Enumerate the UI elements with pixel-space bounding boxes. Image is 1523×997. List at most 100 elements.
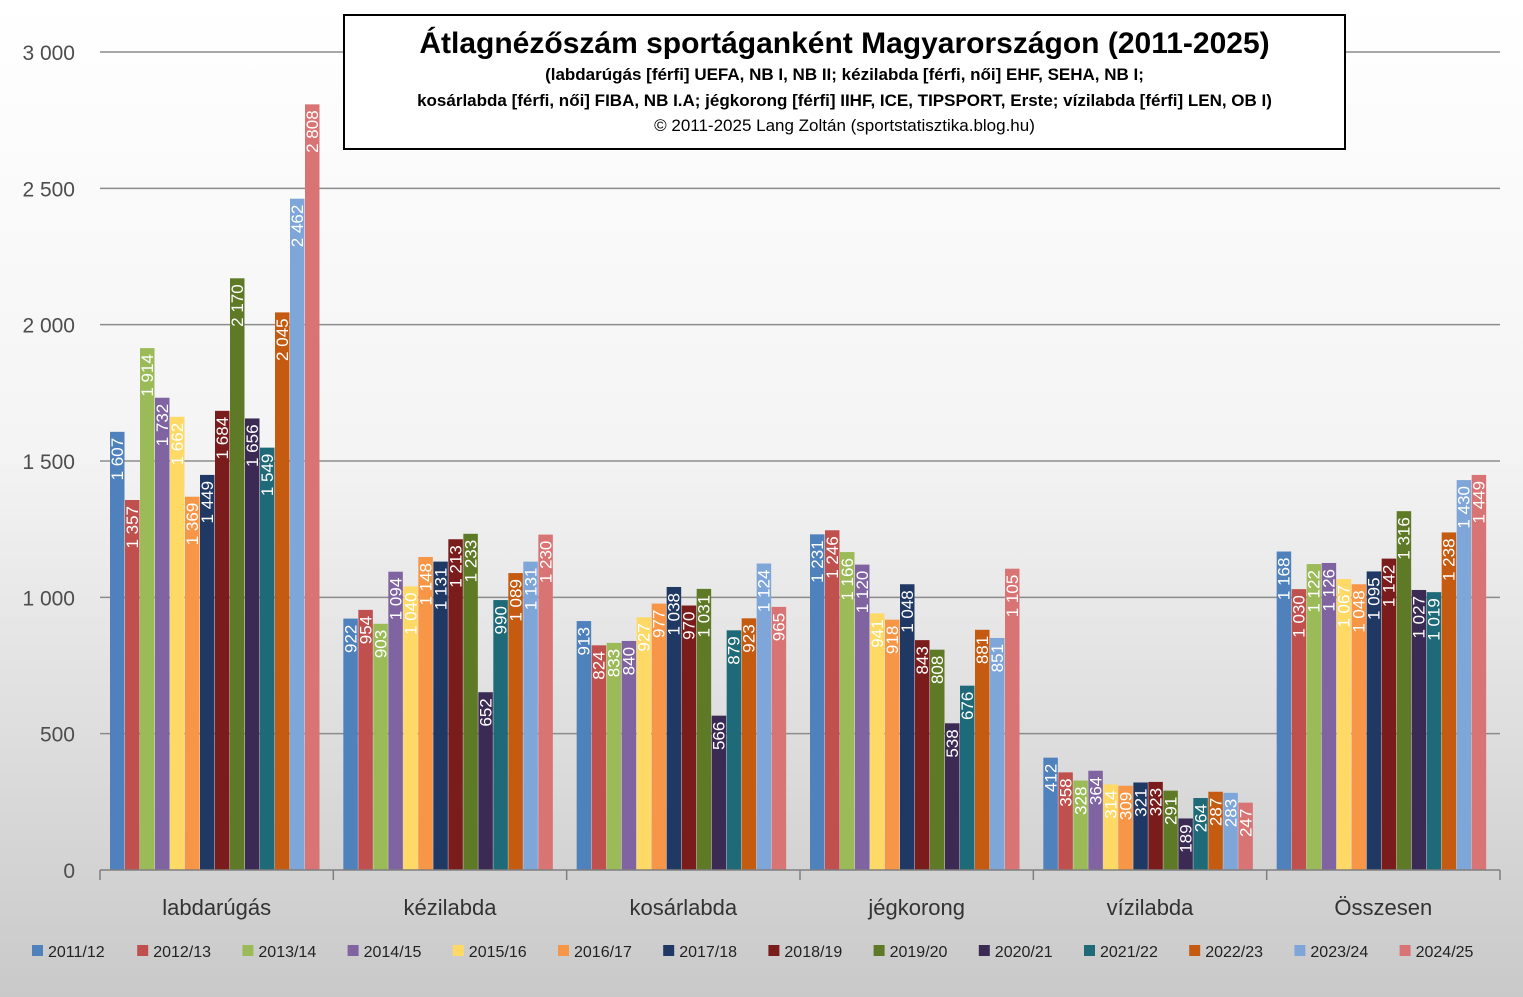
bar <box>155 397 170 870</box>
bar <box>1276 551 1292 870</box>
bar-data-label: 2 045 <box>273 318 292 361</box>
bar <box>1336 579 1352 870</box>
bar-data-label: 1 449 <box>198 481 217 524</box>
bar-data-label: 1 031 <box>695 595 714 638</box>
bar <box>373 623 388 870</box>
bar-data-label: 1 126 <box>1320 569 1339 612</box>
bar-data-label: 321 <box>1131 788 1150 816</box>
bar <box>606 642 622 870</box>
bar-data-label: 1 027 <box>1410 596 1429 639</box>
bar-data-label: 2 170 <box>228 284 247 327</box>
bar-data-label: 2 462 <box>288 205 307 248</box>
legend-label: 2012/13 <box>153 944 211 961</box>
bar <box>666 586 682 870</box>
bar <box>290 198 305 870</box>
legend-swatch <box>242 945 254 956</box>
bar <box>403 586 418 870</box>
bar <box>915 640 930 870</box>
chart-title-box: Átlagnézőszám sportáganként Magyarország… <box>343 14 1346 150</box>
bar <box>1411 589 1427 870</box>
bar <box>478 692 493 870</box>
bar-data-label: 1 089 <box>506 579 525 622</box>
bar-data-label: 923 <box>740 624 759 652</box>
bar <box>170 416 185 870</box>
bar <box>726 630 742 870</box>
bar-data-label: 1 246 <box>823 536 842 579</box>
bar-data-label: 840 <box>620 647 639 675</box>
bar-data-label: 977 <box>650 610 669 638</box>
legend-swatch <box>1189 945 1201 956</box>
y-tick-label: 1 000 <box>22 587 75 610</box>
bar <box>1058 772 1073 870</box>
bar <box>185 496 200 870</box>
bar-data-label: 1 213 <box>446 545 465 588</box>
bar <box>305 104 320 871</box>
bar-data-label: 1 914 <box>138 354 157 397</box>
bar-data-label: 1 131 <box>431 568 450 611</box>
chart-credit: © 2011-2025 Lang Zoltán (sportstatisztik… <box>654 116 1035 135</box>
bar <box>990 637 1005 870</box>
bar-data-label: 566 <box>710 722 729 750</box>
bar-data-label: 1 105 <box>1003 575 1022 618</box>
y-tick-label: 2 500 <box>22 178 75 201</box>
bar-data-label: 927 <box>635 623 654 651</box>
legend-label: 2018/19 <box>784 944 842 961</box>
bar-data-label: 913 <box>575 627 594 655</box>
bar-data-label: 851 <box>988 644 1007 672</box>
legend-label: 2020/21 <box>995 944 1053 961</box>
bar-data-label: 1 449 <box>1470 481 1489 524</box>
bar-data-label: 676 <box>958 692 977 720</box>
bar <box>275 312 290 870</box>
bar-data-label: 965 <box>770 613 789 641</box>
bar-data-label: 1 142 <box>1380 565 1399 608</box>
bar <box>1223 792 1238 870</box>
bar-data-label: 1 357 <box>123 506 142 549</box>
bar <box>651 603 667 870</box>
x-category-label: Összesen <box>1334 895 1432 920</box>
legend-swatch <box>137 945 149 956</box>
legend-swatch <box>347 945 359 956</box>
bar-data-label: 941 <box>868 619 887 647</box>
bar-data-label: 1 067 <box>1335 585 1354 628</box>
bar <box>110 431 125 870</box>
bar-data-label: 808 <box>928 656 947 684</box>
bar-data-label: 287 <box>1206 798 1225 826</box>
bar-data-label: 1 131 <box>521 568 540 611</box>
legend-label: 2011/12 <box>48 944 105 961</box>
bar-data-label: 954 <box>356 616 375 644</box>
bar-data-label: 291 <box>1161 797 1180 825</box>
bar <box>358 609 373 870</box>
y-tick-label: 3 000 <box>22 42 75 65</box>
bar <box>1103 784 1118 870</box>
y-tick-label: 1 500 <box>22 451 75 474</box>
bar-data-label: 1 430 <box>1455 486 1474 529</box>
bar <box>945 723 960 870</box>
bar-data-label: 1 316 <box>1395 517 1414 560</box>
bar <box>1073 780 1088 870</box>
legend-swatch <box>978 945 990 956</box>
legend-label: 2013/14 <box>258 944 316 961</box>
x-category-label: kosárlabda <box>630 895 738 920</box>
bar <box>1178 818 1193 870</box>
bar-data-label: 328 <box>1071 787 1090 815</box>
bar-data-label: 189 <box>1176 824 1195 852</box>
x-category-label: jégkorong <box>867 895 965 920</box>
bar-data-label: 1 095 <box>1365 577 1384 620</box>
bar-data-label: 922 <box>341 625 360 653</box>
bar-data-label: 903 <box>371 630 390 658</box>
bar-data-label: 538 <box>943 729 962 757</box>
bar <box>960 685 975 870</box>
bar-data-label: 1 168 <box>1275 558 1294 601</box>
bar-data-label: 1 094 <box>386 578 405 621</box>
bar <box>591 645 607 870</box>
legend-swatch <box>1084 945 1095 956</box>
bar-data-label: 1 607 <box>108 438 127 481</box>
bar-data-label: 1 048 <box>898 590 917 633</box>
bar-data-label: 879 <box>725 636 744 664</box>
bar-data-label: 843 <box>913 646 932 674</box>
bar-data-label: 323 <box>1146 788 1165 816</box>
bar <box>493 600 508 870</box>
legend: 2011/12 2012/13 2013/14 2014/15 2015/16 2016/… <box>32 944 1474 961</box>
bar <box>1381 558 1397 870</box>
